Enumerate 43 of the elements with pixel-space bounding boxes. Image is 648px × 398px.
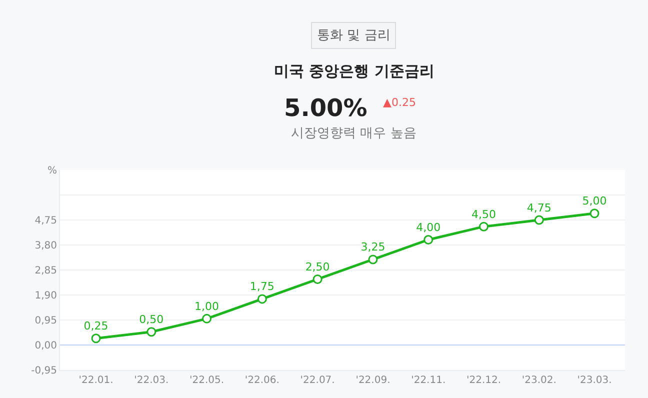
y-tick-label: 1,90 [34, 290, 57, 302]
x-tick-label: '22.12. [466, 375, 502, 386]
data-label: 5,00 [582, 194, 607, 208]
chart-subtitle: 통화 및 금리 [317, 28, 390, 43]
x-tick-label: '22.07. [300, 375, 335, 386]
y-tick-label: % [47, 166, 57, 176]
point [257, 294, 267, 304]
y-tick-label: 0,00 [34, 340, 57, 352]
text: 시장영향력 매우 높음 [291, 126, 416, 141]
x-tick-label: '22.01. [78, 375, 114, 386]
y-tick-label: 4,75 [34, 216, 57, 226]
y-tick-label: 0,95 [34, 316, 57, 326]
x-tick-label: '22.05. [190, 375, 224, 386]
data-label: 4,00 [416, 220, 441, 234]
data-label: 4,75 [526, 201, 552, 214]
data-label: 2,50 [305, 260, 330, 274]
point [479, 222, 488, 232]
x-tick-label: '22.03. [134, 375, 169, 386]
data-label: 4,50 [472, 208, 496, 221]
point [424, 234, 434, 244]
point [368, 254, 378, 264]
point [91, 334, 101, 344]
chart-title: 미국 중앙은행 기준금리 [274, 62, 434, 80]
x-tick-label: '23.02. [522, 375, 556, 386]
text: ▲0.25 [383, 96, 416, 109]
x-tick-label: '22.11. [411, 375, 446, 386]
point [146, 327, 156, 337]
y-tick-label: 2,85 [34, 266, 57, 276]
data-label: 0,25 [84, 320, 108, 333]
point [202, 314, 212, 324]
y-tick-label: -0,95 [31, 366, 57, 376]
data-label: 1,75 [250, 280, 274, 294]
data-label: 1,00 [194, 300, 220, 313]
data-label: 3,25 [360, 240, 386, 254]
point [312, 274, 322, 284]
data-label: 0,50 [139, 313, 164, 326]
text: 5.00% [284, 94, 368, 122]
x-tick-label: '23.03. [577, 375, 612, 386]
x-tick-label: '22.09. [356, 375, 390, 386]
point [590, 208, 600, 218]
x-tick-label: '22.06. [244, 375, 280, 386]
y-tick-label: 3,80 [34, 240, 57, 252]
point [534, 215, 544, 225]
